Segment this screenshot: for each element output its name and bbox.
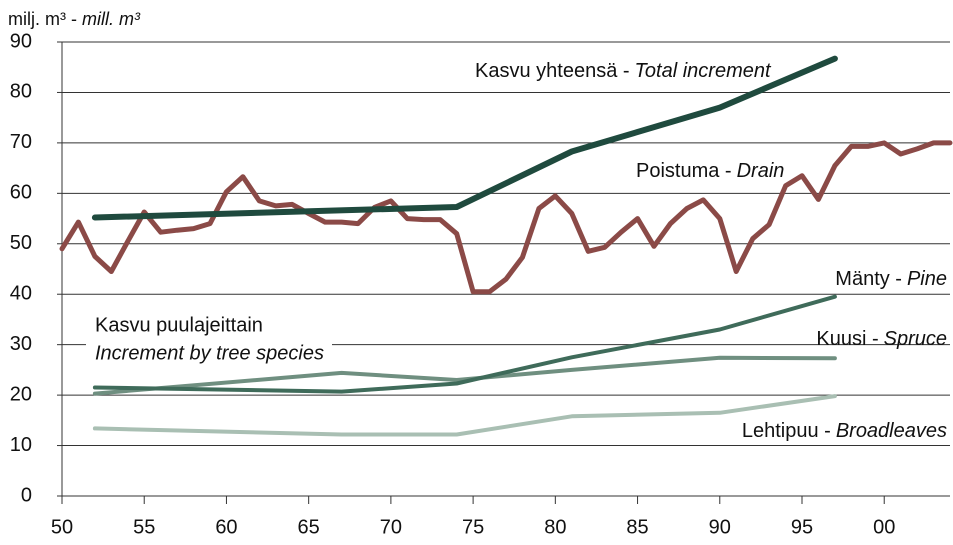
series-label-en: Drain <box>737 160 785 182</box>
x-tick-label: 65 <box>298 516 320 538</box>
y-tick-label: 90 <box>10 30 32 52</box>
series-label-en: Pine <box>907 268 947 290</box>
series-label-fi: Kasvu yhteensä - <box>475 60 630 82</box>
y-tick-label: 10 <box>10 434 32 456</box>
series-label-fi: Poistuma - <box>636 160 732 182</box>
series-label-en: Total increment <box>635 60 772 82</box>
series-line <box>92 294 837 394</box>
note: Kasvu puulajeittain <box>95 314 263 336</box>
x-tick-label: 60 <box>215 516 237 538</box>
x-tick-label: 75 <box>462 516 484 538</box>
series-label: Poistuma - Drain <box>636 160 784 182</box>
note-background <box>86 308 332 368</box>
y-tick-label: 60 <box>10 182 32 204</box>
series-label-fi: Lehtipuu - <box>742 420 831 442</box>
y-tick-label: 50 <box>10 232 32 254</box>
y-tick-label: 40 <box>10 283 32 305</box>
y-tick-label: 30 <box>10 333 32 355</box>
series-label: Mänty - Pine <box>835 268 947 290</box>
y-axis-label: milj. m³ - mill. m³ <box>8 9 141 29</box>
x-tick-label: 50 <box>51 516 73 538</box>
series-line <box>92 355 837 396</box>
x-tick-label: 00 <box>873 516 895 538</box>
y-tick-label: 0 <box>21 484 32 506</box>
series-label-fi: Mänty - <box>835 268 902 290</box>
y-label-fi: milj. m³ - <box>8 9 77 29</box>
series-label-en: Spruce <box>884 328 947 350</box>
x-tick-label: 90 <box>709 516 731 538</box>
y-tick-label: 20 <box>10 383 32 405</box>
series-line <box>91 55 838 221</box>
series-label-en: Broadleaves <box>836 420 947 442</box>
note-en: Increment by tree species <box>95 342 324 364</box>
x-tick-label: 70 <box>380 516 402 538</box>
series-label-fi: Kuusi - <box>816 328 878 350</box>
x-tick-label: 95 <box>791 516 813 538</box>
series-line <box>59 140 953 295</box>
series-line <box>92 394 837 437</box>
y-tick-label: 70 <box>10 131 32 153</box>
x-tick-label: 80 <box>544 516 566 538</box>
x-tick-label: 85 <box>626 516 648 538</box>
y-tick-label: 80 <box>10 81 32 103</box>
series-label: Kasvu yhteensä - Total increment <box>475 60 772 82</box>
series-label: Lehtipuu - Broadleaves <box>742 420 947 442</box>
series-label: Kuusi - Spruce <box>816 328 947 350</box>
x-tick-label: 55 <box>133 516 155 538</box>
y-label-en: mill. m³ <box>82 9 141 29</box>
